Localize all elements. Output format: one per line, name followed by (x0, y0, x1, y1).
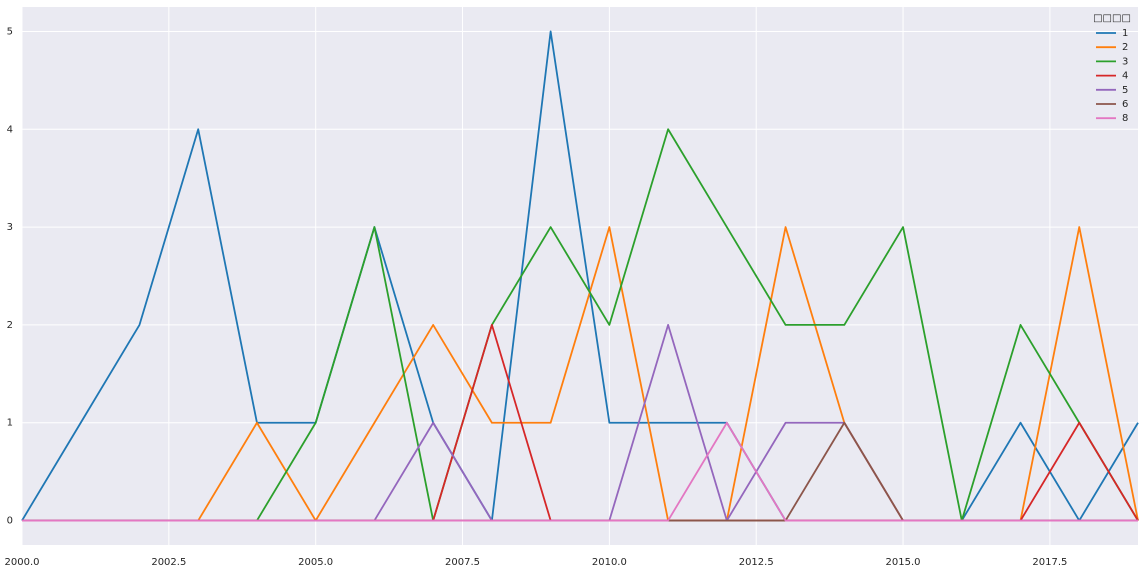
x-tick-label: 2010.0 (592, 557, 627, 568)
x-tick-label: 2012.5 (739, 557, 774, 568)
legend-label: 8 (1122, 113, 1128, 124)
legend-label: 1 (1122, 28, 1128, 39)
legend-label: 5 (1122, 85, 1128, 96)
x-tick-label: 2002.5 (151, 557, 186, 568)
series-line (22, 421, 1138, 522)
x-tick-label: 2007.5 (445, 557, 480, 568)
x-tick-label: 2015.0 (886, 557, 921, 568)
y-tick-label: 0 (7, 516, 13, 527)
legend-label: 3 (1122, 56, 1128, 67)
y-tick-label: 4 (7, 124, 13, 135)
legend-label: 6 (1122, 99, 1128, 110)
y-tick-label: 3 (7, 222, 13, 233)
y-tick-label: 2 (7, 320, 13, 331)
y-tick-label: 1 (7, 418, 13, 429)
x-tick-label: 2005.0 (298, 557, 333, 568)
legend-title: □□□□ (1093, 13, 1131, 24)
legend-label: 2 (1122, 42, 1128, 53)
x-tick-label: 2017.5 (1032, 557, 1067, 568)
x-tick-label: 2000.0 (5, 557, 40, 568)
y-tick-label: 5 (7, 26, 13, 37)
legend-label: 4 (1122, 71, 1128, 82)
